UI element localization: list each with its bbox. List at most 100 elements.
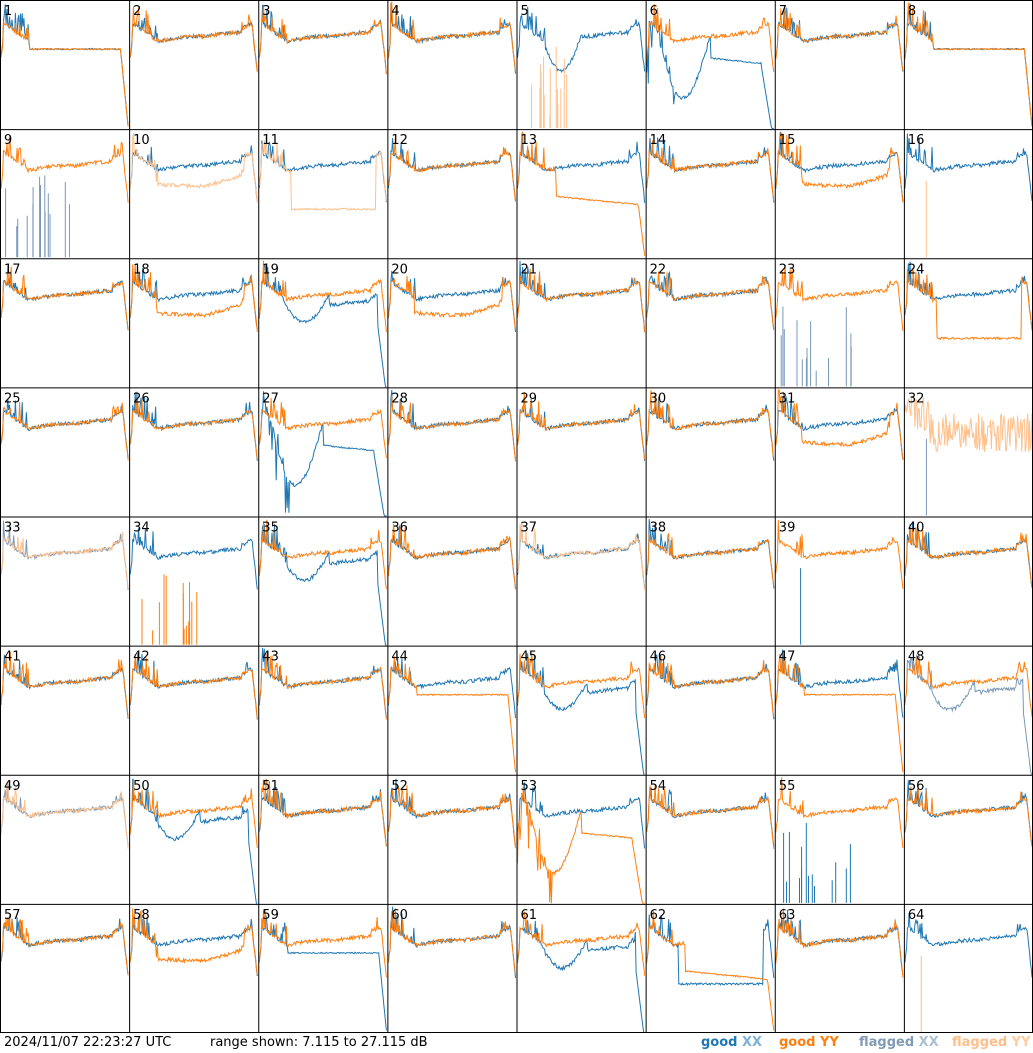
panel-label: 6 xyxy=(650,4,658,19)
panel-26: 26 xyxy=(129,391,258,461)
panel-9-yy-line xyxy=(0,135,129,203)
panel-17: 17 xyxy=(0,262,129,331)
panel-label: 27 xyxy=(262,391,279,406)
panel-24: 24 xyxy=(904,261,1033,341)
panel-61-yy-line xyxy=(517,911,646,976)
panel-51: 51 xyxy=(258,778,387,847)
legend-flagged-xx-b: XX xyxy=(918,1035,939,1050)
panel-56: 56 xyxy=(904,779,1033,847)
legend-flagged-xx: flagged XX xyxy=(859,1035,939,1050)
panel-37: 37 xyxy=(517,521,646,590)
panel-3-yy-line xyxy=(258,4,387,75)
panel-19-xx-line xyxy=(258,264,387,388)
panel-5: 5 xyxy=(517,4,646,129)
panel-31-yy-line xyxy=(775,389,904,460)
panel-label: 32 xyxy=(908,391,925,406)
panel-40: 40 xyxy=(904,521,1033,588)
panel-1: 1 xyxy=(0,4,129,127)
panel-1-yy-line xyxy=(0,21,129,127)
panel-9-xx-line xyxy=(5,175,70,258)
panel-label: 22 xyxy=(650,262,667,277)
panel-58-yy-line xyxy=(129,908,258,976)
panel-label: 25 xyxy=(4,391,21,406)
panel-23: 23 xyxy=(775,262,904,387)
panel-41: 41 xyxy=(0,650,129,719)
panel-label: 64 xyxy=(908,908,925,923)
panel-label: 8 xyxy=(908,4,916,19)
panel-48-yy-line xyxy=(904,656,1033,717)
panel-17-xx-line xyxy=(0,271,129,331)
panel-48: 48 xyxy=(904,650,1033,775)
panel-13: 13 xyxy=(517,131,646,256)
panel-24-xx-line xyxy=(904,261,1033,330)
panel-52-yy-line xyxy=(387,785,516,849)
legend-flagged-yy-a: flagged xyxy=(952,1035,1012,1050)
panel-label: 36 xyxy=(391,521,408,536)
panel-2: 2 xyxy=(129,4,258,73)
panel-10-yy-line xyxy=(129,133,258,203)
panel-label: 31 xyxy=(779,391,796,406)
panel-15-yy-line xyxy=(775,132,904,203)
panel-60: 60 xyxy=(387,906,516,978)
panel-50-xx-line xyxy=(129,778,258,904)
panel-4-yy-line xyxy=(387,1,516,73)
panel-label: 37 xyxy=(521,521,538,536)
panel-27-yy-line xyxy=(258,398,387,459)
panel-59-yy-line xyxy=(258,908,387,978)
panel-57-yy-line xyxy=(0,915,129,976)
panel-43-yy-line xyxy=(258,651,387,720)
panel-label: 53 xyxy=(521,779,538,794)
panel-label: 24 xyxy=(908,262,925,277)
panel-41-yy-line xyxy=(0,652,129,719)
panel-6: 6 xyxy=(646,4,775,129)
panel-61-xx-line xyxy=(517,920,645,1033)
panel-46-yy-line xyxy=(646,655,775,718)
panel-39-yy-line xyxy=(775,519,904,589)
panel-18: 18 xyxy=(129,262,258,333)
panel-2-yy-line xyxy=(129,6,258,73)
panel-label: 50 xyxy=(133,779,150,794)
panel-61: 61 xyxy=(517,908,646,1033)
panel-57-xx-line xyxy=(0,916,129,976)
legend-good-xx: good XX xyxy=(701,1035,762,1050)
panel-29-yy-line xyxy=(517,391,646,460)
panel-label: 54 xyxy=(650,779,667,794)
panel-label: 61 xyxy=(521,908,538,923)
panel-33-xx-line xyxy=(0,520,129,591)
panel-47-xx-line xyxy=(775,649,904,718)
panel-20: 20 xyxy=(387,262,516,333)
panel-64-xx-line xyxy=(904,912,1033,978)
panel-29-xx-line xyxy=(517,398,646,461)
panel-label: 28 xyxy=(391,391,408,406)
panel-label: 57 xyxy=(4,908,21,923)
panel-52: 52 xyxy=(387,778,516,849)
panel-35-yy-line xyxy=(258,519,387,589)
panel-label: 59 xyxy=(262,908,279,923)
panel-19: 19 xyxy=(258,260,387,388)
panel-22-yy-line xyxy=(646,271,775,331)
panel-50-yy-line xyxy=(129,778,258,848)
panel-20-yy-line xyxy=(387,275,516,330)
panel-24-yy-line xyxy=(904,267,1033,341)
panel-44: 44 xyxy=(387,650,516,773)
panel-label: 63 xyxy=(779,908,796,923)
panel-label: 33 xyxy=(4,521,21,536)
panel-11: 11 xyxy=(258,133,387,211)
panel-28-yy-line xyxy=(387,395,516,462)
panel-58: 58 xyxy=(129,908,258,977)
panel-26-yy-line xyxy=(129,399,258,459)
panel-label: 34 xyxy=(133,521,150,536)
panel-label: 60 xyxy=(391,908,408,923)
panel-36: 36 xyxy=(387,521,516,590)
panel-47: 47 xyxy=(775,649,904,773)
panel-label: 17 xyxy=(4,262,21,277)
panel-27: 27 xyxy=(258,391,387,517)
panel-62: 62 xyxy=(646,908,775,1031)
panel-label: 7 xyxy=(779,4,787,19)
panel-3: 3 xyxy=(258,4,387,75)
panel-label: 45 xyxy=(521,650,538,665)
panel-27-xx-line xyxy=(258,391,387,517)
panel-21-yy-line xyxy=(517,268,646,333)
panel-63: 63 xyxy=(775,908,904,978)
